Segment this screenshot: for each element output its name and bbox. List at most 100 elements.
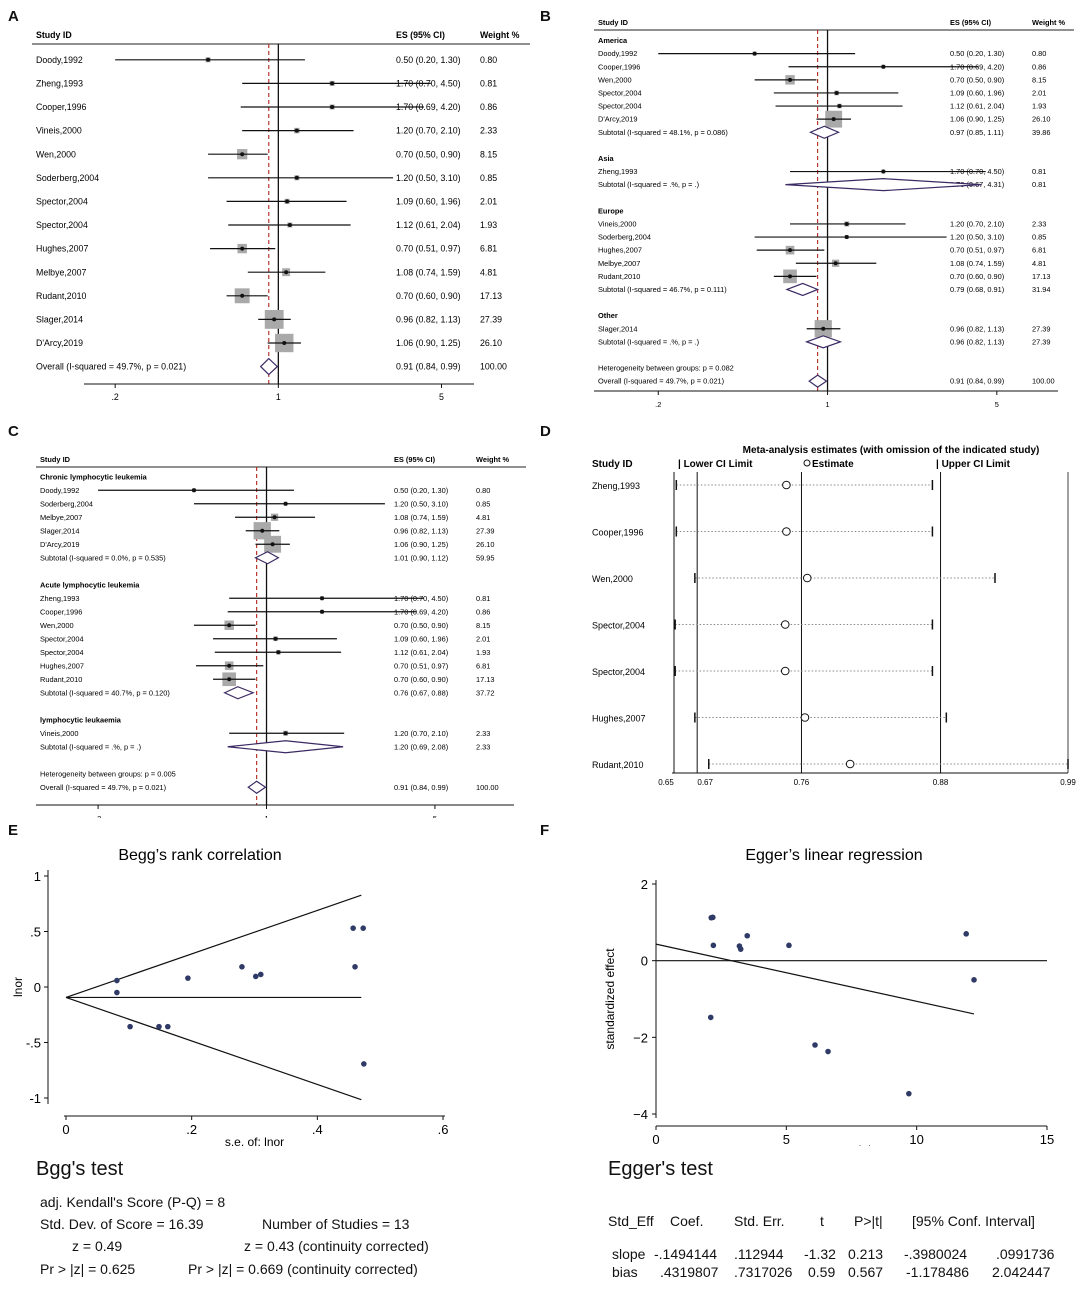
study-es-ci: 1.12 (0.61, 2.04) xyxy=(396,220,461,230)
x-axis-tick-label: .6 xyxy=(438,1122,449,1137)
forest-plot-b-by-region: Study ID ES (95% CI) Weight % America Doody,… xyxy=(594,18,1074,409)
study-weight: 4.81 xyxy=(480,267,497,277)
study-label: Spector,2004 xyxy=(598,102,642,111)
x-axis-tick-label: 15 xyxy=(1040,1132,1054,1146)
egger-row-label: slope xyxy=(612,1246,646,1262)
study-point xyxy=(963,931,969,937)
study-label: Wen,2000 xyxy=(36,149,76,159)
egger-test-title: Egger's test xyxy=(608,1158,713,1180)
study-weight: 8.15 xyxy=(476,621,490,630)
panel-label-c: C xyxy=(8,423,19,440)
study-point-estimate xyxy=(844,235,849,240)
study-point-estimate xyxy=(240,293,245,298)
study-point-estimate xyxy=(273,636,278,641)
y-axis-tick-label: 0 xyxy=(34,980,41,995)
study-label: Spector,2004 xyxy=(598,89,642,98)
y-axis-title: standardized effect xyxy=(603,948,617,1050)
overall-label: Overall (I-squared = 49.7%, p = 0.021) xyxy=(598,377,724,386)
study-point-estimate xyxy=(881,169,886,174)
study-weight: 0.86 xyxy=(480,102,497,112)
study-weight: 1.93 xyxy=(1032,102,1046,111)
study-point-estimate xyxy=(320,609,325,614)
study-point xyxy=(825,1048,831,1055)
overall-weight: 100.00 xyxy=(480,362,507,372)
study-point xyxy=(114,977,120,984)
subgroup-label: Europe xyxy=(598,206,623,215)
subtotal-es-ci: 1.20 (0.69, 2.08) xyxy=(394,742,448,751)
study-point-estimate xyxy=(283,731,288,736)
subtotal-label: Subtotal (I-squared = 46.7%, p = 0.111) xyxy=(598,285,727,294)
study-label: Hughes,2007 xyxy=(598,246,642,255)
begg-num-studies: Number of Studies = 13 xyxy=(262,1216,410,1232)
panel-label-d: D xyxy=(540,423,551,440)
subtotal-label: Subtotal (I-squared = 0.0%, p = 0.535) xyxy=(40,553,166,562)
study-point xyxy=(164,1023,171,1030)
begg-p: Pr > |z| = 0.625 xyxy=(40,1261,136,1277)
y-axis-tick-label: −4 xyxy=(633,1107,648,1122)
study-es-ci: 0.50 (0.20, 1.30) xyxy=(396,55,461,65)
study-point-estimate xyxy=(834,90,839,95)
overall-es-ci: 0.91 (0.84, 0.99) xyxy=(394,783,448,792)
x-axis-tick-label: 5 xyxy=(783,1132,790,1146)
legend-upper-ci: | Upper CI Limit xyxy=(936,459,1011,470)
y-axis-tick-label: -.5 xyxy=(26,1036,41,1051)
y-axis-tick-label: 2 xyxy=(641,877,648,892)
study-point-estimate xyxy=(285,199,290,204)
study-weight: 2.33 xyxy=(476,729,490,738)
study-point-estimate xyxy=(330,105,335,109)
study-point-estimate xyxy=(227,663,232,668)
egger-cell: .4319807 xyxy=(660,1264,719,1280)
study-point xyxy=(352,963,358,970)
study-label: Cooper,1996 xyxy=(36,102,86,112)
egger-test-stats: Egger's test Std_Eff Coef. Std. Err. t P… xyxy=(608,1158,1078,1288)
subtotal-diamond xyxy=(785,282,820,297)
header-study-id: Study ID xyxy=(598,18,629,27)
x-axis-tick-label: 0 xyxy=(62,1122,69,1137)
study-point-estimate xyxy=(270,542,275,547)
study-label: D'Arcy,2019 xyxy=(40,540,79,549)
heterogeneity-note: Heterogeneity between groups: p = 0.082 xyxy=(598,364,734,373)
egger-cell: .0991736 xyxy=(996,1246,1055,1262)
study-weight: 26.10 xyxy=(1032,115,1051,124)
study-point xyxy=(185,975,191,981)
study-es-ci: 1.12 (0.61, 2.04) xyxy=(394,648,448,657)
study-label: Wen,2000 xyxy=(40,621,74,630)
study-es-ci: 1.06 (0.90, 1.25) xyxy=(394,540,448,549)
study-point-estimate xyxy=(788,77,793,82)
subtotal-diamond xyxy=(254,551,280,565)
study-point-estimate xyxy=(240,152,245,157)
egger-header-cell: Std_Eff xyxy=(608,1213,654,1229)
study-point-estimate xyxy=(287,223,292,227)
study-weight: 27.39 xyxy=(480,314,502,324)
study-es-ci: 0.96 (0.82, 1.13) xyxy=(394,526,448,535)
study-weight: 2.33 xyxy=(480,126,497,136)
omitted-study-label: Wen,2000 xyxy=(592,574,633,584)
study-point-estimate xyxy=(821,326,826,331)
study-point xyxy=(156,1023,162,1030)
x-axis-tick-label: 1 xyxy=(264,814,268,818)
study-es-ci: 1.06 (0.90, 1.25) xyxy=(950,115,1004,124)
study-weight: 17.13 xyxy=(480,291,502,301)
subgroup-label: Other xyxy=(598,311,618,320)
study-label: Rudant,2010 xyxy=(40,675,82,684)
x-axis-tick-label: 5 xyxy=(439,392,444,402)
study-weight: 0.80 xyxy=(1032,49,1046,58)
study-point-estimate xyxy=(284,270,289,275)
study-label: Spector,2004 xyxy=(40,634,84,643)
study-label: Cooper,1996 xyxy=(598,62,640,71)
study-es-ci: 1.70 (0.69, 4.20) xyxy=(394,607,448,616)
study-point-estimate xyxy=(240,246,245,251)
subtotal-label: Subtotal (I-squared = 48.1%, p = 0.086) xyxy=(598,128,728,137)
x-axis-tick-label: 0.65 xyxy=(658,778,674,787)
study-point-estimate xyxy=(227,677,232,682)
subtotal-label: Subtotal (I-squared = .%, p = .) xyxy=(40,742,141,751)
x-axis-tick-label: 1 xyxy=(276,392,281,402)
subtotal-es-ci: 0.76 (0.67, 0.88) xyxy=(394,688,448,697)
study-point-estimate xyxy=(283,501,288,506)
estimate-marker xyxy=(780,666,790,676)
study-label: Soderberg,2004 xyxy=(40,499,93,508)
egger-cell: -.1494144 xyxy=(654,1246,718,1262)
study-weight: 2.01 xyxy=(476,634,490,643)
begg-std-dev: Std. Dev. of Score = 16.39 xyxy=(40,1216,204,1232)
egger-header-cell: P>|t| xyxy=(854,1213,883,1229)
